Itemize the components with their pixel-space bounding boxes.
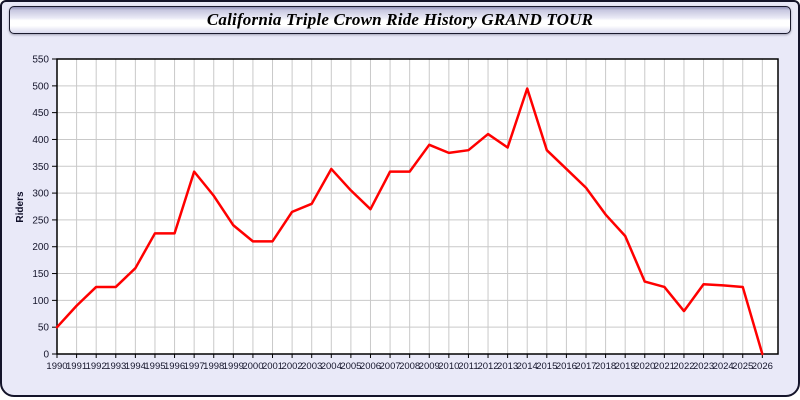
x-tick-label: 2026 xyxy=(752,361,773,372)
x-tick-label: 2004 xyxy=(321,361,342,372)
x-tick-label: 2021 xyxy=(654,361,675,372)
x-tick-label: 2022 xyxy=(673,361,694,372)
x-tick-label: 2013 xyxy=(497,361,518,372)
y-tick-label: 50 xyxy=(38,323,50,334)
x-tick-label: 2016 xyxy=(556,361,577,372)
x-tick-label: 2010 xyxy=(438,361,459,372)
x-tick-label: 2003 xyxy=(301,361,322,372)
y-tick-label: 550 xyxy=(32,55,49,66)
x-tick-label: 2012 xyxy=(477,361,498,372)
x-tick-label: 1996 xyxy=(164,361,185,372)
x-tick-label: 2025 xyxy=(732,361,753,372)
tick-label-layer: 1990199119921993199419951996199719981999… xyxy=(32,55,773,373)
x-tick-label: 1991 xyxy=(66,361,87,372)
x-tick-label: 2020 xyxy=(634,361,655,372)
x-tick-label: 2005 xyxy=(340,361,361,372)
x-tick-label: 2023 xyxy=(693,361,714,372)
x-tick-label: 2008 xyxy=(399,361,420,372)
plot-background xyxy=(57,59,778,354)
axis-layer xyxy=(52,58,779,358)
x-tick-label: 2019 xyxy=(615,361,636,372)
chart-header: California Triple Crown Ride History GRA… xyxy=(9,6,791,34)
y-axis-title: Riders xyxy=(15,191,26,223)
x-tick-label: 2006 xyxy=(360,361,381,372)
x-tick-label: 1994 xyxy=(125,361,146,372)
x-tick-label: 2002 xyxy=(282,361,303,372)
x-tick-label: 2024 xyxy=(713,361,734,372)
grid-layer xyxy=(56,58,778,355)
x-tick-label: 1998 xyxy=(203,361,224,372)
y-tick-label: 500 xyxy=(32,81,49,92)
x-tick-label: 2007 xyxy=(380,361,401,372)
plot-border xyxy=(56,58,779,355)
page-title: California Triple Crown Ride History GRA… xyxy=(206,10,594,29)
x-tick-label: 2009 xyxy=(419,361,440,372)
y-tick-label: 250 xyxy=(32,215,49,226)
y-tick-label: 200 xyxy=(32,242,49,253)
y-tick-label: 400 xyxy=(32,135,49,146)
y-tick-label: 350 xyxy=(32,162,49,173)
x-tick-label: 1997 xyxy=(184,361,205,372)
x-tick-label: 2000 xyxy=(242,361,263,372)
y-tick-label: 300 xyxy=(32,189,49,200)
y-tick-label: 450 xyxy=(32,108,49,119)
x-tick-label: 1993 xyxy=(105,361,126,372)
x-tick-label: 1995 xyxy=(144,361,165,372)
x-tick-label: 2014 xyxy=(517,361,538,372)
y-tick-label: 150 xyxy=(32,269,49,280)
x-tick-label: 2011 xyxy=(458,361,478,372)
x-tick-label: 1999 xyxy=(223,361,244,372)
x-tick-label: 1990 xyxy=(46,361,67,372)
riders-data-line xyxy=(55,87,764,356)
x-tick-label: 2015 xyxy=(536,361,557,372)
x-tick-label: 2017 xyxy=(575,361,596,372)
x-tick-label: 2001 xyxy=(262,361,283,372)
x-tick-label: 2018 xyxy=(595,361,616,372)
y-tick-label: 100 xyxy=(32,296,49,307)
y-tick-label: 0 xyxy=(43,350,49,361)
x-tick-label: 1992 xyxy=(86,361,107,372)
